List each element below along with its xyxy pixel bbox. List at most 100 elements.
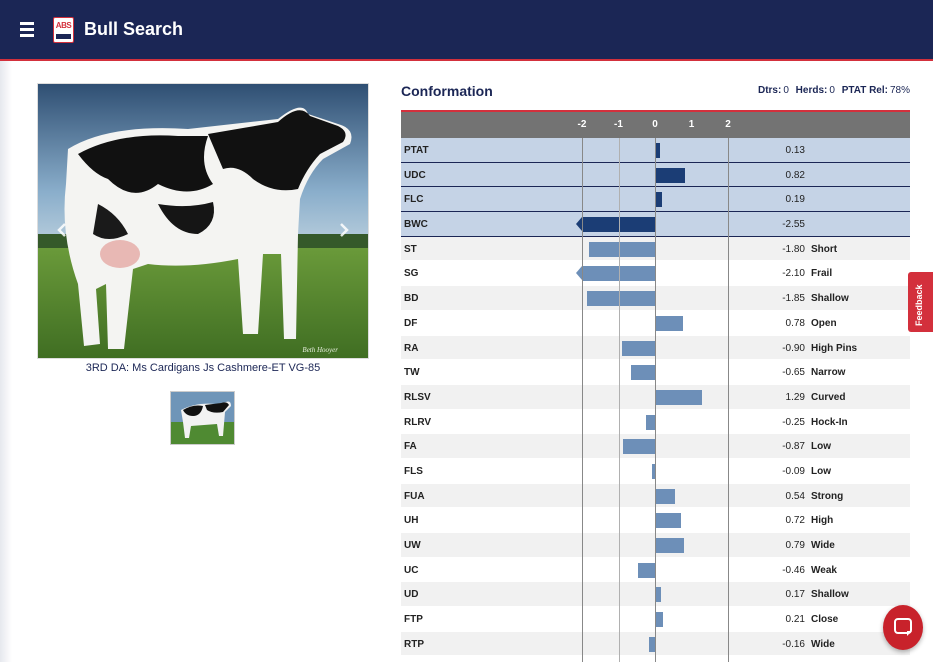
dtrs-label: Dtrs: (757, 85, 782, 96)
page-shadow (0, 61, 12, 662)
herds-value: 0 (829, 85, 835, 96)
trait-value: 0.19 (785, 194, 805, 206)
trait-label: BWC (404, 219, 428, 231)
trait-bar (655, 513, 682, 529)
trait-value: 0.13 (785, 145, 805, 156)
trait-description: Weak (811, 564, 837, 576)
trait-label: SG (404, 268, 419, 280)
trait-label: BD (404, 293, 419, 305)
app-title: Bull Search (84, 19, 184, 39)
trait-bar (655, 612, 663, 628)
trait-value: -0.46 (782, 564, 805, 576)
feedback-label: Feedback (914, 284, 924, 326)
trait-description: High (811, 515, 834, 527)
trait-bar (655, 315, 684, 331)
trait-bar (655, 167, 685, 183)
herds-label: Herds: (795, 85, 828, 96)
trait-bar (623, 439, 655, 455)
trait-label: FA (404, 441, 417, 453)
scale-gridline (618, 138, 620, 662)
trait-bar (655, 143, 660, 158)
trait-bar (655, 389, 703, 405)
trait-value: -0.25 (782, 416, 805, 428)
trait-label: FTP (404, 614, 423, 626)
trait-description: Hock-In (811, 416, 848, 428)
trait-value: -2.10 (782, 268, 805, 280)
feedback-tab[interactable]: Feedback (908, 272, 933, 332)
trait-description: Low (811, 465, 831, 477)
trait-value: 0.79 (785, 540, 805, 551)
trait-value: 0.17 (785, 589, 805, 601)
app-header: ABS Bull Search (0, 0, 933, 61)
scale-tick: -2 (577, 119, 587, 130)
trait-value: 0.21 (785, 614, 805, 626)
trait-description: Close (811, 614, 839, 626)
scale-tick: -1 (614, 119, 623, 130)
chevron-right-icon[interactable] (338, 222, 350, 238)
trait-description: Shallow (811, 293, 849, 305)
trait-label: UDC (404, 169, 426, 181)
trait-label: DF (404, 317, 418, 329)
conformation-title: Conformation (401, 83, 493, 99)
scale-tick: 0 (652, 119, 658, 130)
trait-description: Short (811, 243, 838, 255)
conformation-stats: Dtrs: 0 Herds: 0 PTAT Rel: 78% (754, 85, 910, 96)
trait-bar (651, 463, 655, 479)
abs-logo[interactable]: ABS (53, 17, 74, 43)
trait-description: Strong (811, 490, 844, 502)
trait-description: Curved (811, 391, 846, 403)
trait-value: 0.78 (785, 317, 805, 329)
trait-label: ST (404, 243, 417, 255)
trait-label: RLSV (404, 391, 431, 403)
trait-bar (589, 241, 655, 257)
scale-tick: 1 (688, 119, 695, 130)
trait-bar (638, 562, 655, 578)
trait-bar (631, 365, 655, 381)
trait-value: -0.09 (782, 465, 805, 477)
chat-button[interactable] (883, 605, 923, 650)
trait-value: -0.16 (782, 638, 805, 650)
trait-description: Wide (811, 540, 835, 551)
overflow-arrow-icon (576, 266, 582, 281)
trait-label: PTAT (404, 145, 429, 156)
photo-thumbnail[interactable] (170, 391, 235, 445)
scale-header: -2 -1 0 1 2 (401, 112, 910, 138)
trait-label: UH (404, 515, 419, 527)
trait-value: -0.87 (782, 441, 805, 453)
hamburger-menu-icon[interactable] (20, 22, 34, 38)
trait-bar (645, 414, 655, 430)
trait-value: -1.85 (782, 293, 805, 305)
overflow-arrow-icon (576, 217, 582, 232)
dtrs-value: 0 (783, 85, 789, 96)
trait-description: Frail (811, 268, 833, 280)
trait-value: 0.72 (785, 515, 805, 527)
trait-bar (655, 538, 684, 553)
trait-label: RTP (404, 638, 424, 650)
trait-label: UC (404, 564, 419, 576)
photo-caption: 3RD DA: Ms Cardigans Js Cashmere-ET VG-8… (85, 362, 321, 374)
trait-value: 0.82 (785, 169, 805, 181)
trait-bar (655, 488, 675, 504)
bull-photo-carousel[interactable]: Beth Hooyer (37, 83, 369, 359)
trait-bar (655, 587, 662, 603)
trait-value: 1.29 (785, 391, 805, 403)
trait-label: FLS (404, 465, 423, 477)
trait-description: Low (811, 441, 831, 453)
trait-label: UW (404, 540, 421, 551)
trait-bar (622, 340, 655, 356)
trait-bar (655, 192, 662, 208)
trait-description: Wide (811, 638, 835, 650)
section-divider (401, 110, 910, 112)
chevron-left-icon[interactable] (56, 222, 68, 238)
chat-bubble-icon (894, 618, 912, 634)
trait-label: FUA (404, 490, 425, 502)
trait-label: RA (404, 342, 419, 354)
logo-text: ABS (55, 21, 72, 30)
scale-tick: 2 (725, 119, 731, 130)
trait-bar (587, 291, 655, 307)
scale-gridline (728, 138, 729, 662)
trait-description: Open (811, 317, 837, 329)
trait-description: High Pins (811, 342, 858, 354)
trait-bar (649, 636, 655, 652)
trait-value: -0.65 (782, 367, 805, 379)
